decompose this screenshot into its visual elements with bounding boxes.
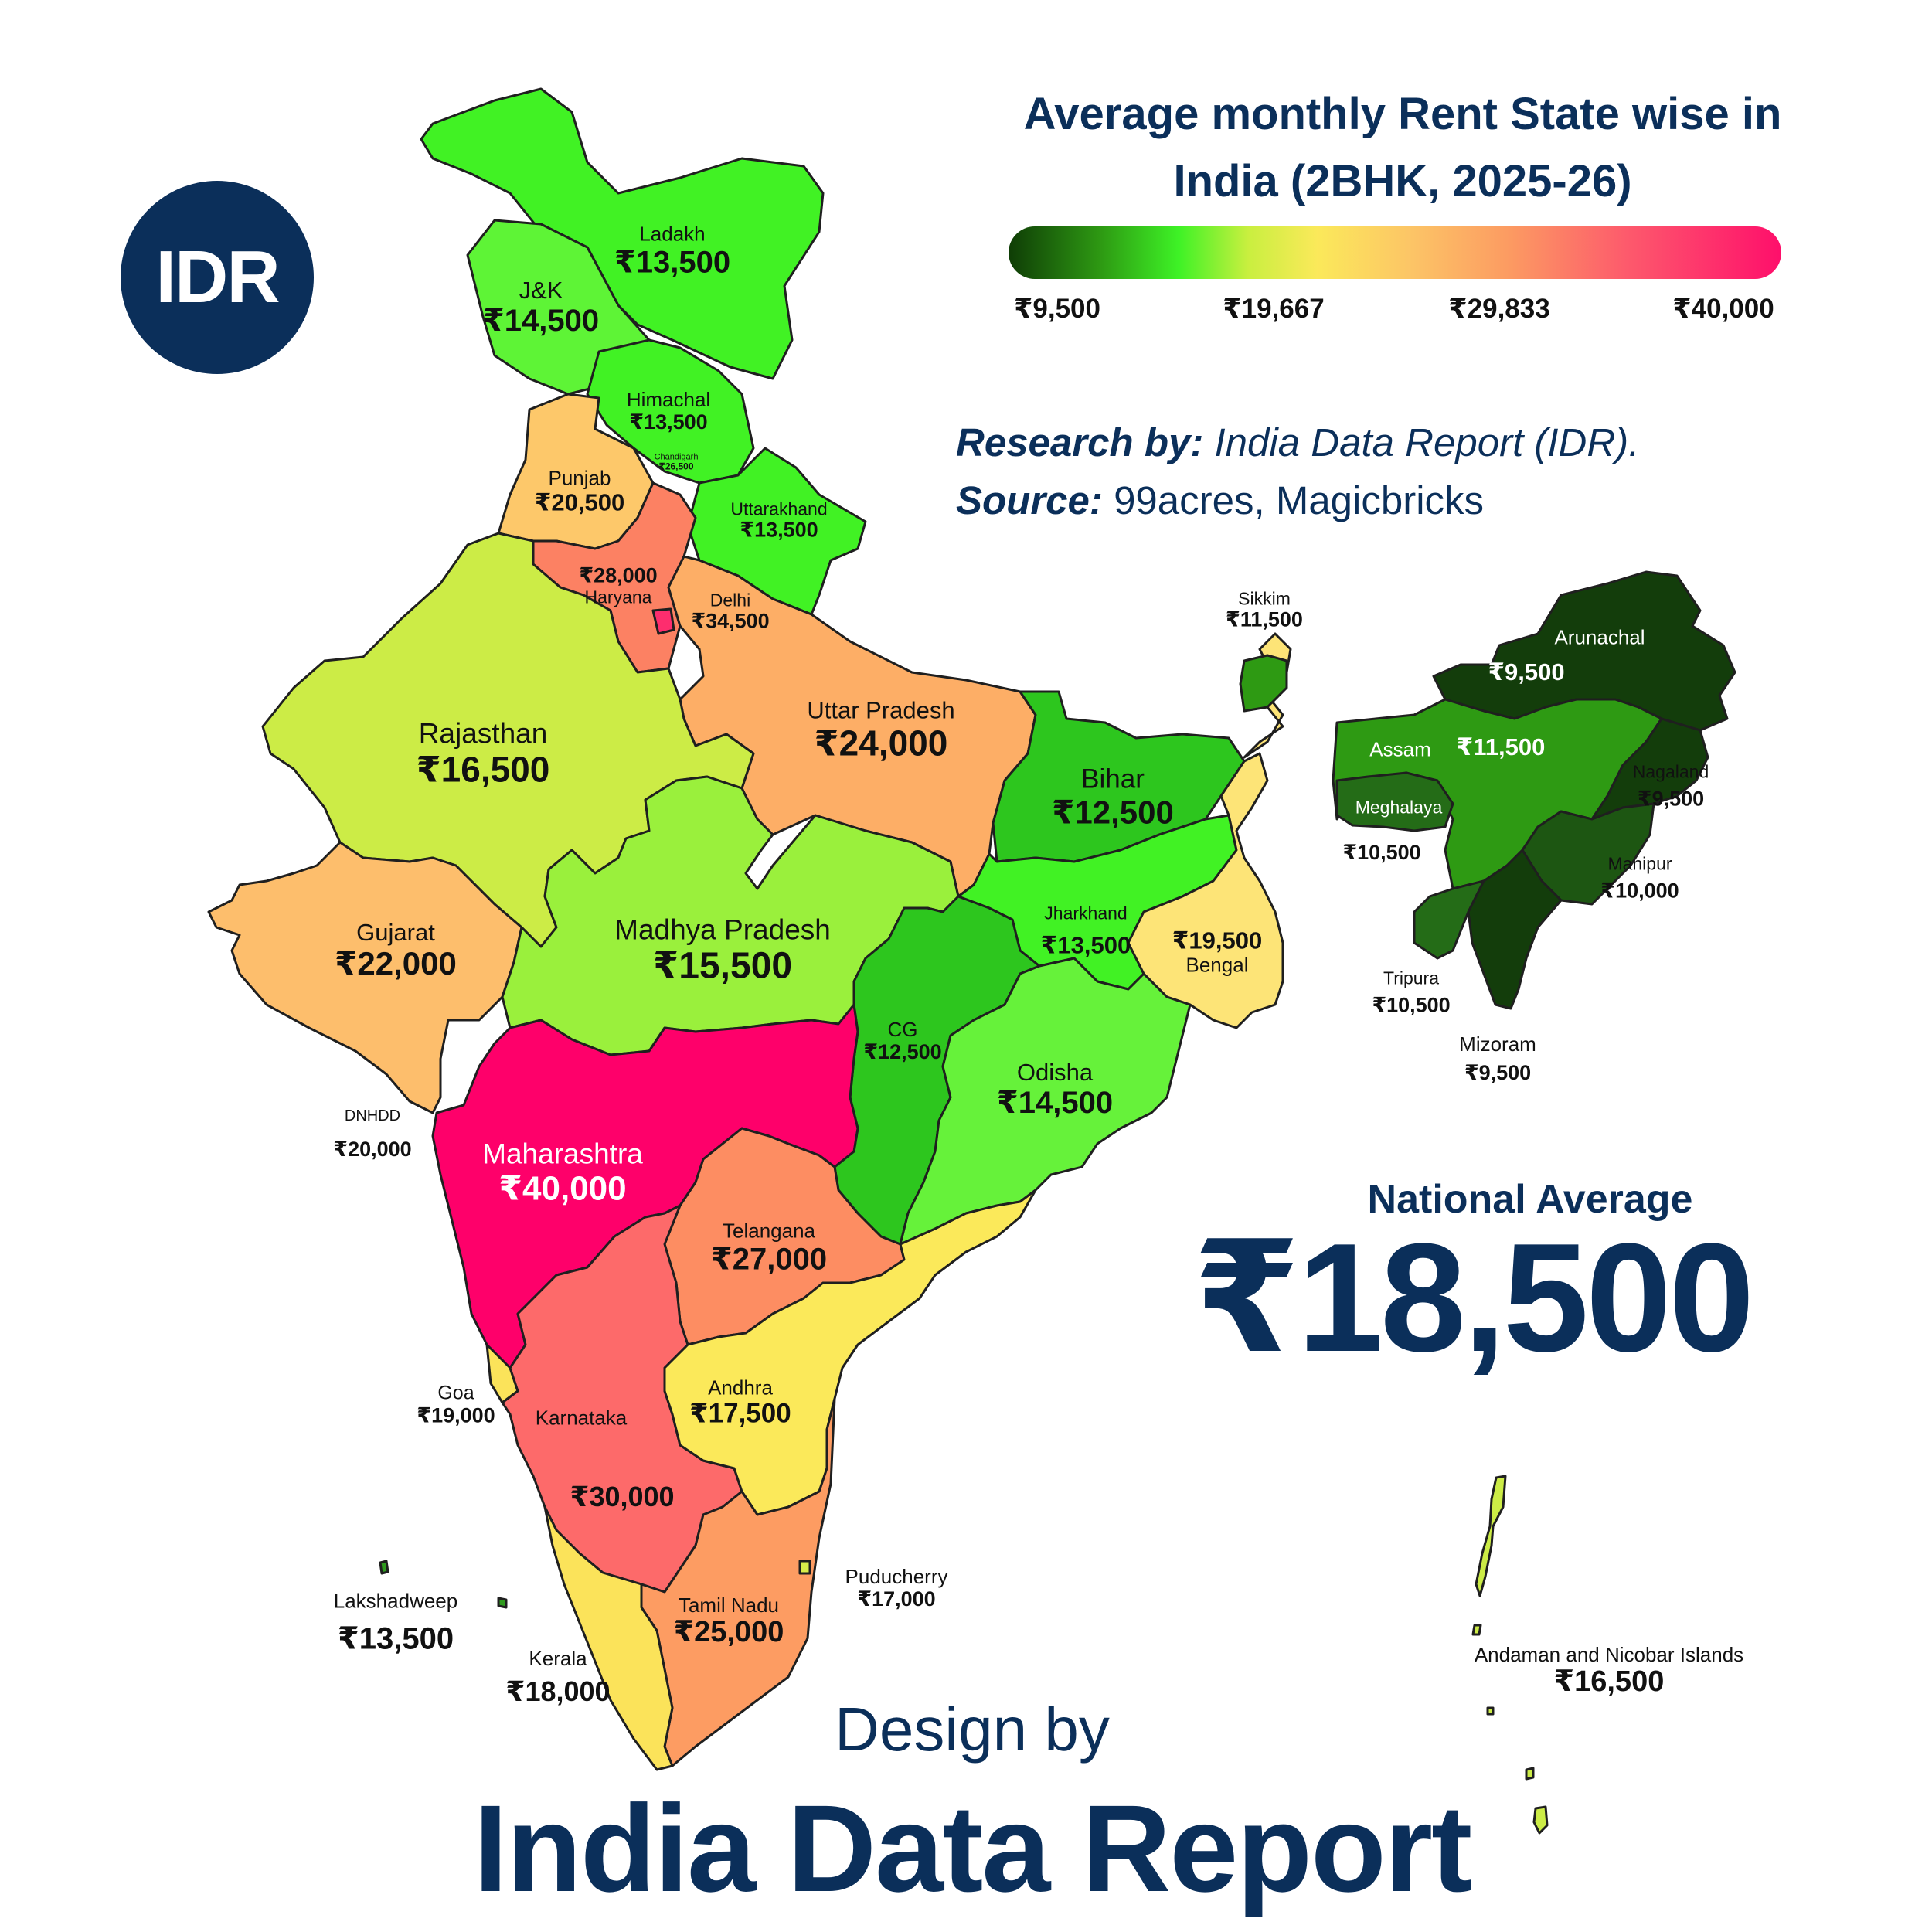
label-meghalaya-value: ₹10,500: [1342, 841, 1421, 865]
region-ladakh[interactable]: [420, 87, 825, 380]
source-label: Source:: [956, 478, 1103, 522]
label-sikkim: Sikkim ₹11,500: [1226, 588, 1303, 631]
label-uttarakhand: Uttarakhand ₹13,500: [730, 498, 828, 542]
label-odisha: Odisha ₹14,500: [996, 1058, 1114, 1121]
idr-logo: IDR: [121, 181, 314, 374]
region-bengal[interactable]: [1127, 632, 1292, 1029]
national-average-label: National Average: [1367, 1177, 1693, 1222]
label-arunachal: Arunachal: [1554, 625, 1645, 649]
label-delhi: Delhi ₹34,500: [691, 590, 770, 633]
source-value: 99acres, Magicbricks: [1114, 478, 1485, 522]
research-label: Research by:: [956, 420, 1204, 464]
region-manipur[interactable]: [1521, 802, 1655, 906]
research-line: Research by: India Data Report (IDR).: [956, 413, 1639, 471]
label-lakshadweep: Lakshadweep ₹13,500: [333, 1589, 458, 1656]
label-karnataka: Karnataka: [535, 1406, 628, 1430]
credits: Research by: India Data Report (IDR). So…: [956, 413, 1639, 529]
source-line: Source: 99acres, Magicbricks: [956, 471, 1639, 529]
label-maharashtra: Maharashtra ₹40,000: [482, 1138, 643, 1208]
label-andaman: Andaman and Nicobar Islands ₹16,500: [1474, 1642, 1744, 1698]
design-by-text: Design by: [835, 1695, 1110, 1764]
region-tamil-nadu[interactable]: [640, 1397, 836, 1767]
label-cg: CG ₹12,500: [863, 1017, 942, 1063]
label-dnhdd: DNHDD ₹20,000: [333, 1107, 412, 1162]
label-jk: J&K ₹14,500: [482, 276, 600, 338]
label-manipur: Manipur ₹10,000: [1600, 853, 1679, 903]
logo-text: IDR: [155, 236, 280, 318]
chart-title: Average monthly Rent State wise in India…: [1005, 80, 1801, 215]
label-puducherry: Puducherry ₹17,000: [845, 1564, 948, 1611]
legend-tick-3: ₹29,833: [1448, 294, 1550, 324]
label-bengal: ₹19,500 Bengal: [1172, 927, 1263, 977]
region-lakshadweep[interactable]: [379, 1560, 508, 1609]
region-andaman[interactable]: [1471, 1475, 1549, 1835]
region-kerala[interactable]: [543, 1505, 674, 1771]
label-assam-value: ₹11,500: [1456, 733, 1546, 760]
label-chandigarh: Chandigarh ₹26,500: [654, 452, 699, 472]
legend-tick-max: ₹40,000: [1672, 294, 1774, 324]
region-delhi[interactable]: [651, 607, 675, 635]
label-tamil-nadu: Tamil Nadu ₹25,000: [673, 1593, 784, 1648]
label-bihar: Bihar ₹12,500: [1052, 764, 1174, 831]
region-gujarat[interactable]: [207, 841, 523, 1114]
label-punjab: Punjab ₹20,500: [534, 466, 625, 516]
label-rajasthan: Rajasthan ₹16,500: [416, 717, 550, 790]
label-assam: Assam: [1369, 737, 1431, 761]
label-meghalaya: Meghalaya: [1355, 797, 1443, 818]
label-tripura: Tripura ₹10,500: [1372, 968, 1451, 1017]
legend-tick-min: ₹9,500: [1014, 294, 1100, 324]
region-sikkim[interactable]: [1239, 654, 1288, 713]
label-himachal: Himachal ₹13,500: [626, 387, 711, 434]
region-puducherry[interactable]: [798, 1560, 811, 1575]
label-andhra: Andhra ₹17,500: [689, 1376, 791, 1429]
region-meghalaya[interactable]: [1335, 771, 1454, 832]
label-arunachal-value: ₹9,500: [1488, 658, 1565, 685]
label-uttar-pradesh: Uttar Pradesh ₹24,000: [807, 696, 955, 764]
title-line-2: India (2BHK, 2025-26): [1173, 156, 1632, 206]
label-haryana: ₹28,000 Haryana: [579, 563, 658, 607]
label-ladakh: Ladakh ₹13,500: [614, 222, 731, 280]
national-average-value: ₹18,500: [1192, 1212, 1755, 1384]
label-kerala: Kerala ₹18,000: [505, 1646, 611, 1707]
label-mizoram: Mizoram ₹9,500: [1459, 1032, 1536, 1084]
label-jharkhand: Jharkhand ₹13,500: [1040, 903, 1131, 959]
legend-tick-2: ₹19,667: [1223, 294, 1325, 324]
label-gujarat: Gujarat ₹22,000: [335, 918, 457, 981]
research-value: India Data Report (IDR).: [1214, 420, 1640, 464]
label-madhya-pradesh: Madhya Pradesh ₹15,500: [614, 913, 831, 986]
label-telangana: Telangana ₹27,000: [710, 1219, 828, 1277]
label-nagaland: Nagaland ₹9,500: [1632, 761, 1709, 811]
title-line-1: Average monthly Rent State wise in: [1023, 89, 1782, 139]
label-karnataka-value: ₹30,000: [570, 1481, 675, 1513]
region-mizoram[interactable]: [1467, 849, 1563, 1010]
color-scale-legend: [1009, 226, 1781, 279]
design-brand-text: India Data Report: [473, 1779, 1473, 1917]
label-goa: Goa ₹19,000: [417, 1382, 495, 1427]
